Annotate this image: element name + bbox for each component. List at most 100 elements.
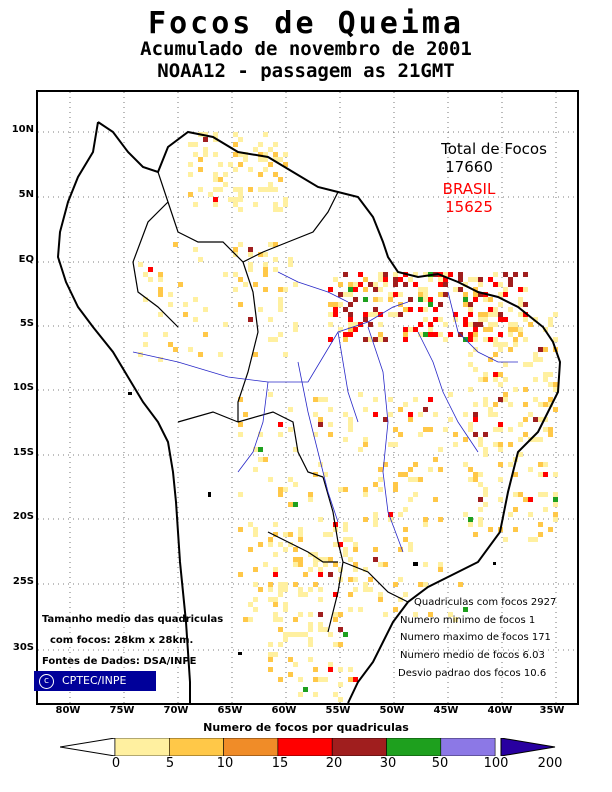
- fire-cell: [213, 202, 218, 207]
- lon-label: 70W: [163, 705, 189, 716]
- fire-cell: [238, 422, 243, 427]
- fire-cell: [483, 312, 488, 317]
- fire-cell: [538, 357, 543, 362]
- fire-cell: [448, 417, 453, 422]
- fire-cell: [403, 282, 408, 287]
- fire-cell: [308, 657, 313, 662]
- fire-cell: [353, 577, 358, 582]
- fire-cell: [408, 327, 413, 332]
- fire-cell: [378, 562, 383, 567]
- fire-cell: [403, 472, 408, 477]
- fire-cell: [388, 312, 393, 317]
- fire-cell: [298, 612, 303, 617]
- fire-cell: [338, 627, 343, 632]
- fire-cell: [333, 302, 338, 307]
- fire-cell: [483, 502, 488, 507]
- fire-cell: [258, 157, 263, 162]
- scale-title: Numero de focos por quadriculas: [203, 721, 409, 734]
- fire-cell: [553, 497, 558, 502]
- fire-cell: [268, 642, 273, 647]
- fire-cell: [263, 457, 268, 462]
- fire-cell: [503, 272, 508, 277]
- fire-cell: [328, 532, 333, 537]
- fire-cell: [488, 322, 493, 327]
- fire-cell: [138, 262, 143, 267]
- fire-cell: [408, 307, 413, 312]
- scale-tick: 10: [216, 756, 234, 771]
- fire-cell: [313, 667, 318, 672]
- fire-cell: [348, 422, 353, 427]
- fire-cell: [343, 292, 348, 297]
- fire-cell: [403, 327, 408, 332]
- fire-cell: [453, 312, 458, 317]
- fire-cell: [193, 247, 198, 252]
- fire-cell: [203, 152, 208, 157]
- fire-cell: [513, 387, 518, 392]
- fire-cell: [158, 357, 163, 362]
- stat-mean: Numero medio de focos 6.03: [400, 650, 545, 661]
- fire-cell: [423, 427, 428, 432]
- map-subtitle-period: Acumulado de novembro de 2001: [140, 38, 472, 60]
- fire-cell: [143, 272, 148, 277]
- fire-cell: [278, 177, 283, 182]
- fire-cell: [448, 392, 453, 397]
- fire-cell: [348, 282, 353, 287]
- fire-cell: [543, 462, 548, 467]
- fire-cell: [158, 292, 163, 297]
- fire-cell: [268, 537, 273, 542]
- fire-cell: [328, 557, 333, 562]
- fire-cell: [258, 447, 263, 452]
- fire-cell: [503, 397, 508, 402]
- fire-cell: [353, 322, 358, 327]
- fire-cell: [323, 557, 328, 562]
- fire-cell: [498, 332, 503, 337]
- fire-cell: [488, 312, 493, 317]
- fire-cell: [403, 332, 408, 337]
- fire-cell: [263, 262, 268, 267]
- fire-cell: [323, 532, 328, 537]
- fire-cell: [263, 187, 268, 192]
- fire-cell: [273, 172, 278, 177]
- fire-cell: [373, 557, 378, 562]
- fire-cell: [243, 152, 248, 157]
- fire-cell: [168, 292, 173, 297]
- fire-cell: [408, 547, 413, 552]
- fire-cell: [148, 267, 153, 272]
- fire-cell: [523, 317, 528, 322]
- fire-cell: [363, 517, 368, 522]
- fire-cell: [513, 342, 518, 347]
- fire-cell: [523, 362, 528, 367]
- fire-cell: [373, 547, 378, 552]
- fire-cell: [438, 562, 443, 567]
- fire-cell: [463, 607, 468, 612]
- fire-cell: [483, 337, 488, 342]
- fire-cell: [348, 322, 353, 327]
- fire-cell: [313, 412, 318, 417]
- fire-cell: [308, 492, 313, 497]
- fire-cell: [238, 197, 243, 202]
- fire-cell: [483, 397, 488, 402]
- fire-cell: [283, 202, 288, 207]
- fire-cell: [488, 277, 493, 282]
- fire-cell: [338, 327, 343, 332]
- fire-cell: [268, 182, 273, 187]
- fire-cell: [318, 627, 323, 632]
- fire-cell: [528, 537, 533, 542]
- fire-cell: [423, 287, 428, 292]
- fire-cell: [383, 462, 388, 467]
- fire-cell: [408, 277, 413, 282]
- fire-cell: [498, 477, 503, 482]
- fire-cell: [508, 282, 513, 287]
- fire-cell: [438, 282, 443, 287]
- fire-cell: [338, 612, 343, 617]
- fire-cell: [278, 157, 283, 162]
- fire-cell: [518, 492, 523, 497]
- scale-tick: 30: [379, 756, 397, 771]
- fire-cell: [458, 582, 463, 587]
- fire-cell: [378, 277, 383, 282]
- fire-cell: [203, 137, 208, 142]
- fire-cell: [443, 277, 448, 282]
- color-scale-bar: [60, 738, 556, 756]
- fire-cell: [473, 412, 478, 417]
- fire-cell: [338, 542, 343, 547]
